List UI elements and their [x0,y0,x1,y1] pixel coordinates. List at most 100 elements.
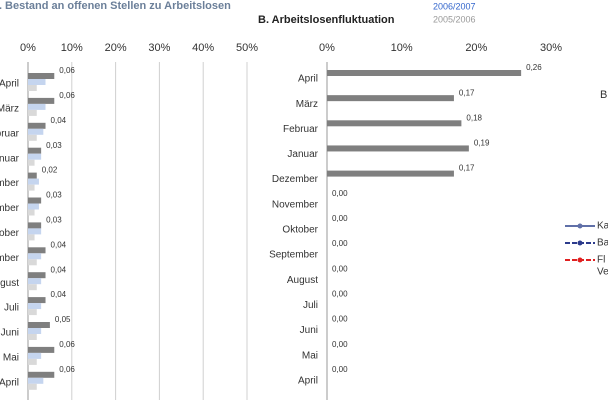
bar [28,272,46,279]
x-tick-label: 50% [236,42,258,54]
bar [327,145,469,152]
value-label: 0,26 [526,63,542,72]
y-tick-label: Januar [0,153,20,164]
bar [28,371,55,378]
bar [28,377,44,384]
bar [28,278,42,285]
legend-entry: 2006/2007 [433,1,476,11]
bar [28,203,39,210]
bar [28,79,46,85]
bar [327,95,454,102]
bar [28,153,42,160]
legend-entry: 2005/2006 [433,14,476,24]
y-tick-label: Januar [287,149,318,160]
value-label: 0,00 [332,289,348,298]
value-label: 0,00 [332,315,348,324]
bar [28,303,42,310]
legend-entry: Ve [597,267,608,278]
y-tick-label: Juli [4,303,19,314]
legend-entry: Ka [597,221,608,232]
x-tick-label: 0% [319,42,335,54]
x-tick-label: 10% [61,42,83,54]
x-tick-label: 40% [192,42,214,54]
bar [28,97,55,104]
y-tick-label: Dezember [272,174,319,185]
chart-title: A. Bestand an offenen Stellen zu Arbeits… [0,0,231,12]
value-label: 0,00 [332,264,348,273]
x-tick-label: 30% [540,42,562,54]
bar [28,297,46,304]
bar [28,383,37,390]
x-tick-label: 10% [391,42,413,54]
value-label: 0,03 [46,191,62,200]
value-label: 0,06 [59,66,75,75]
y-tick-label: August [0,278,19,289]
y-tick-label: Juni [1,328,19,339]
bar [28,234,35,241]
bar [28,228,42,235]
bar [28,128,44,135]
bar [28,346,55,353]
y-tick-label: April [298,74,318,85]
value-label: 0,05 [55,315,71,324]
value-label: 0,00 [332,239,348,248]
bar [28,322,50,328]
value-label: 0,06 [59,365,75,374]
bar [28,109,37,116]
value-label: 0,17 [459,164,475,173]
x-tick-label: 0% [20,42,36,54]
value-label: 0,04 [51,116,67,125]
y-tick-label: Dezember [0,178,20,189]
y-tick-label: September [0,253,20,264]
y-tick-label: Mai [302,350,318,361]
bar [28,247,46,254]
legend-marker [577,223,583,229]
legend-entry: Fl [597,255,605,266]
value-label: 0,04 [51,290,67,299]
y-tick-label: Februar [0,128,20,139]
y-tick-label: April [0,79,19,90]
bar [28,309,37,316]
value-label: 0,06 [59,91,75,100]
y-tick-label: Oktober [0,228,20,239]
bar [327,70,522,76]
panel-title: B [600,89,607,101]
value-label: 0,00 [332,365,348,374]
bar [28,284,37,291]
value-label: 0,06 [59,340,75,349]
y-tick-label: Juli [303,300,318,311]
y-tick-label: April [0,377,19,388]
y-tick-label: März [296,99,318,110]
value-label: 0,00 [332,214,348,223]
bar [327,170,454,177]
bar [28,172,37,179]
value-label: 0,04 [51,265,67,274]
legend-marker [577,240,583,246]
bar [28,73,55,79]
value-label: 0,17 [459,88,475,97]
y-tick-label: Februar [283,124,319,135]
y-tick-label: April [298,375,318,386]
x-tick-label: 20% [105,42,127,54]
y-tick-label: März [0,104,19,115]
x-tick-label: 20% [465,42,487,54]
bar [28,85,37,91]
value-label: 0,03 [46,216,62,225]
value-label: 0,00 [332,189,348,198]
chart-title: B. Arbeitslosenfluktuation [258,14,395,26]
bar [28,184,35,191]
bar [28,147,42,154]
y-tick-label: Oktober [282,225,318,236]
bar [28,253,42,260]
bar [28,159,35,166]
bar [327,120,462,127]
value-label: 0,03 [46,141,62,150]
value-label: 0,04 [51,240,67,249]
legend-marker [577,257,583,263]
value-label: 0,02 [42,166,58,175]
bar [28,134,37,141]
bar [28,358,37,365]
bar [28,259,37,266]
bar [28,222,42,229]
